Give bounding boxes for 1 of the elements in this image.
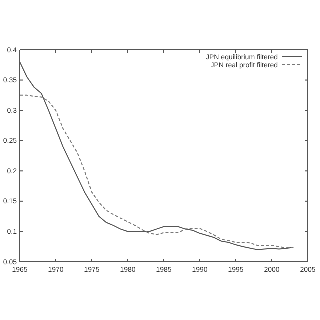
line-series [20,94,294,249]
